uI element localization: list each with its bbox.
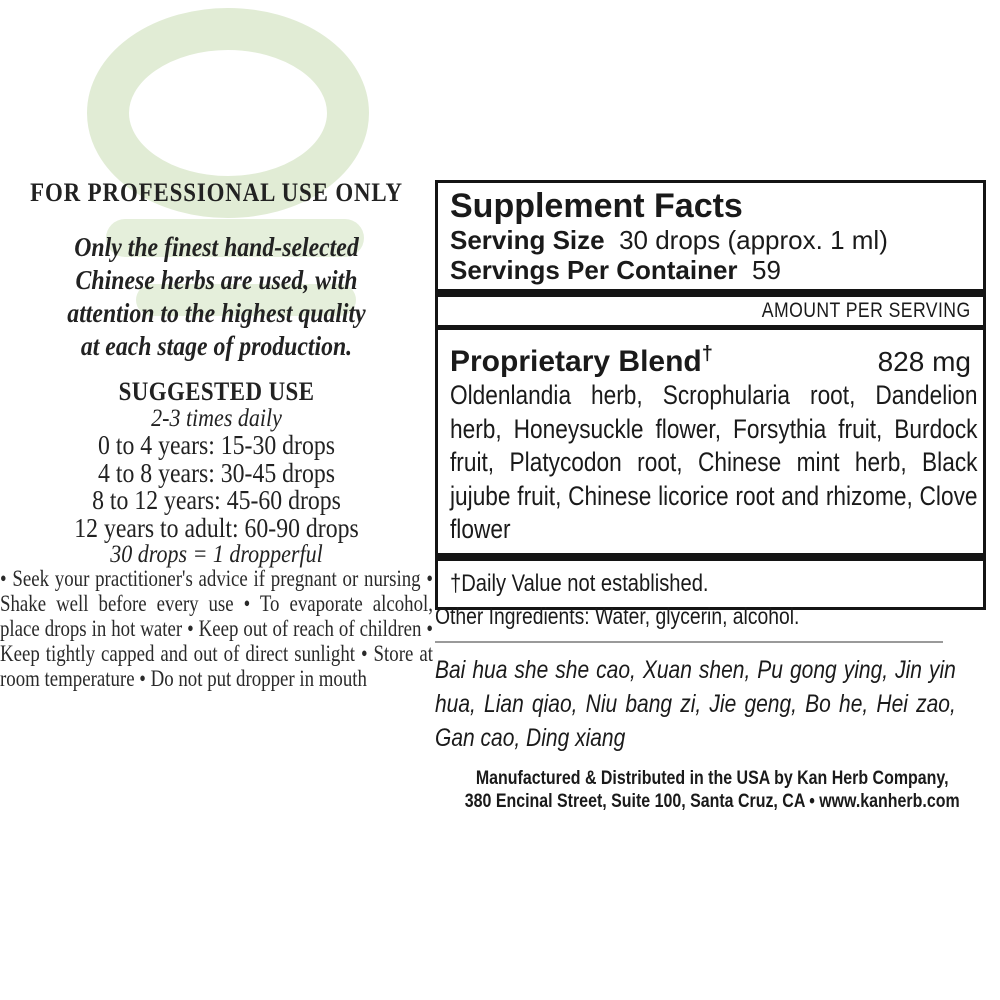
blend-ingredients-text: Oldenlandia herb, Scrophularia root, Dan… xyxy=(450,380,978,544)
blend-heading-row: Proprietary Blend† 828 mg xyxy=(450,337,971,379)
proprietary-blend-section: Proprietary Blend† 828 mg Oldenlandia he… xyxy=(438,330,983,553)
professional-use-heading: FOR PROFESSIONAL USE ONLY xyxy=(30,178,403,207)
facts-title: Supplement Facts xyxy=(450,187,743,225)
thick-divider-bar xyxy=(438,289,983,297)
thick-divider-bar xyxy=(438,552,983,561)
tagline-line: Only the finest hand-selected xyxy=(74,232,359,262)
amount-per-serving-label: AMOUNT PER SERVING xyxy=(762,299,971,322)
blend-amount: 828 mg xyxy=(877,346,971,377)
serving-size-row: Serving Size 30 drops (approx. 1 ml) xyxy=(450,225,971,255)
dose-line: 8 to 12 years: 45-60 drops xyxy=(92,485,341,515)
medium-divider-bar xyxy=(438,325,983,330)
servings-value: 59 xyxy=(752,255,781,285)
facts-header: Supplement Facts Serving Size 30 drops (… xyxy=(438,183,983,289)
amount-per-serving-row: AMOUNT PER SERVING xyxy=(438,297,983,325)
kan-logo-watermark xyxy=(87,8,369,316)
manufacturer-info: Manufactured & Distributed in the USA by… xyxy=(435,767,989,813)
serving-size-value: 30 drops (approx. 1 ml) xyxy=(619,225,888,255)
serving-size-label: Serving Size xyxy=(450,225,605,255)
other-ingredients-text: Other Ingredients: Water, glycerin, alco… xyxy=(435,602,989,630)
servings-per-container-row: Servings Per Container 59 xyxy=(450,255,971,285)
pinyin-names-text: Bai hua she she cao, Xuan shen, Pu gong … xyxy=(435,656,956,752)
daily-value-row: †Daily Value not established. xyxy=(438,561,983,607)
manufacturer-line: 380 Encinal Street, Suite 100, Santa Cru… xyxy=(464,791,960,812)
blend-name: Proprietary Blend† xyxy=(450,343,713,378)
supplement-facts-panel: Supplement Facts Serving Size 30 drops (… xyxy=(435,180,986,610)
dropperful-note: 30 drops = 1 dropperful xyxy=(110,541,323,568)
quality-tagline: Only the finest hand-selected Chinese he… xyxy=(26,231,407,363)
suggested-use-section: SUGGESTED USE 2-3 times daily 0 to 4 yea… xyxy=(26,378,407,568)
dose-line: 4 to 8 years: 30-45 drops xyxy=(98,457,335,488)
manufacturer-line: Manufactured & Distributed in the USA by… xyxy=(475,768,949,789)
dose-line: 0 to 4 years: 15-30 drops xyxy=(98,430,335,460)
tagline-line: attention to the highest quality xyxy=(67,298,366,328)
frequency-note: 2-3 times daily xyxy=(151,405,282,432)
other-ingredients-line: Other Ingredients: Water, glycerin, alco… xyxy=(435,603,800,629)
servings-label: Servings Per Container xyxy=(450,255,738,285)
suggested-use-heading: SUGGESTED USE xyxy=(118,377,315,406)
daily-value-footnote: †Daily Value not established. xyxy=(450,569,709,597)
dose-line: 12 years to adult: 60-90 drops xyxy=(74,512,359,543)
gray-rule xyxy=(435,641,943,643)
tagline-line: Chinese herbs are used, with xyxy=(75,265,358,295)
dagger-mark: † xyxy=(701,343,713,365)
tagline-line: at each stage of production. xyxy=(80,331,353,361)
precautions-text: • Seek your practitioner's advice if pre… xyxy=(0,566,433,691)
